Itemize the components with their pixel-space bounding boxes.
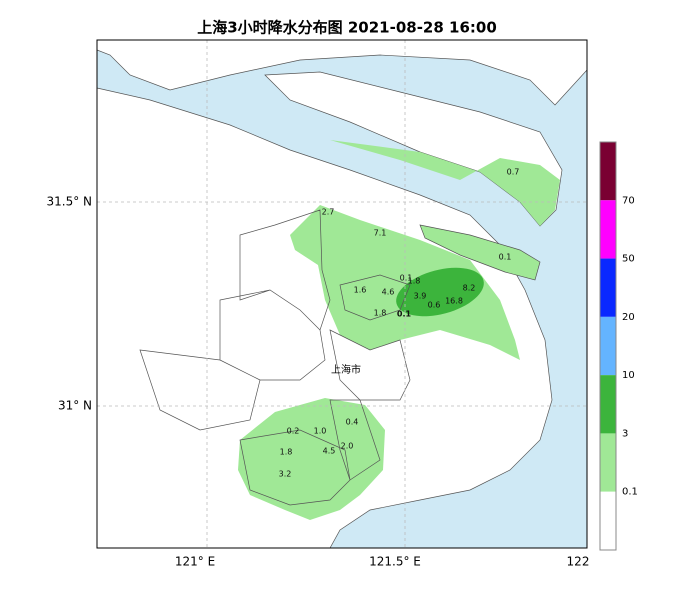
- rain-area-island: [330, 140, 560, 226]
- station-value: 0.1: [400, 274, 413, 283]
- station-value: 2.0: [341, 442, 354, 451]
- colorbar-label: 70: [622, 195, 635, 206]
- station-value: 16.8: [445, 297, 463, 306]
- station-value: 1.8: [374, 309, 387, 318]
- colorbar-label: 3: [622, 428, 628, 439]
- station-value: 1.6: [354, 286, 367, 295]
- colorbar-label: 0.1: [622, 487, 638, 498]
- rain-area-heavy: [396, 267, 484, 317]
- colorbar-segment: [600, 433, 616, 492]
- station-value: 0.6: [428, 301, 441, 310]
- station-value: 1.0: [314, 427, 327, 436]
- station-value: 0.7: [507, 168, 520, 177]
- map-frame: [96, 39, 588, 549]
- colorbar-segment: [600, 375, 616, 434]
- city-label: 上海市: [331, 363, 361, 376]
- station-value: 4.5: [323, 447, 336, 456]
- station-value: 3.2: [279, 470, 292, 479]
- chongming-island: [264, 71, 563, 227]
- station-value: 4.6: [382, 288, 395, 297]
- lat-label: 31.5° N: [46, 195, 92, 209]
- colorbar-segment: [600, 142, 616, 201]
- lat-label: 31° N: [58, 399, 92, 413]
- colorbar-segment: [600, 200, 616, 259]
- lon-label: 122: [567, 555, 590, 569]
- map-title: 上海3小时降水分布图 2021-08-28 16:00: [197, 19, 497, 37]
- station-value: 7.1: [374, 229, 387, 238]
- rain-area-south: [238, 398, 385, 520]
- station-value: 2.7: [322, 208, 335, 217]
- station-value: 8.2: [463, 284, 476, 293]
- mainland: [96, 87, 553, 549]
- north-bank: [96, 39, 588, 106]
- colorbar-label: 50: [622, 254, 635, 265]
- lon-label: 121° E: [175, 555, 215, 569]
- colorbar-label: 10: [622, 370, 635, 381]
- station-values: 2.7 7.1 0.1 1.8 1.6 4.6 3.9 0.6 16.8 8.2…: [279, 168, 520, 479]
- station-value: 0.2: [287, 427, 300, 436]
- colorbar-segment: [600, 491, 616, 550]
- colorbar-segment: [600, 316, 616, 376]
- station-value: 0.4: [346, 418, 359, 427]
- colorbar-label: 20: [622, 312, 635, 323]
- changxing-island: [419, 224, 541, 281]
- colorbar-frame: [599, 141, 617, 551]
- colorbar: 70 50 20 10 3 0.1: [599, 141, 638, 551]
- station-value: 1.8: [280, 448, 293, 457]
- graticule: [97, 40, 587, 548]
- station-value: 0.1: [499, 253, 512, 262]
- station-value: 3.9: [414, 292, 427, 301]
- station-value: 1.8: [408, 277, 421, 286]
- lon-label: 121.5° E: [369, 555, 421, 569]
- station-value: 0.1: [397, 310, 412, 319]
- colorbar-segment: [600, 258, 616, 317]
